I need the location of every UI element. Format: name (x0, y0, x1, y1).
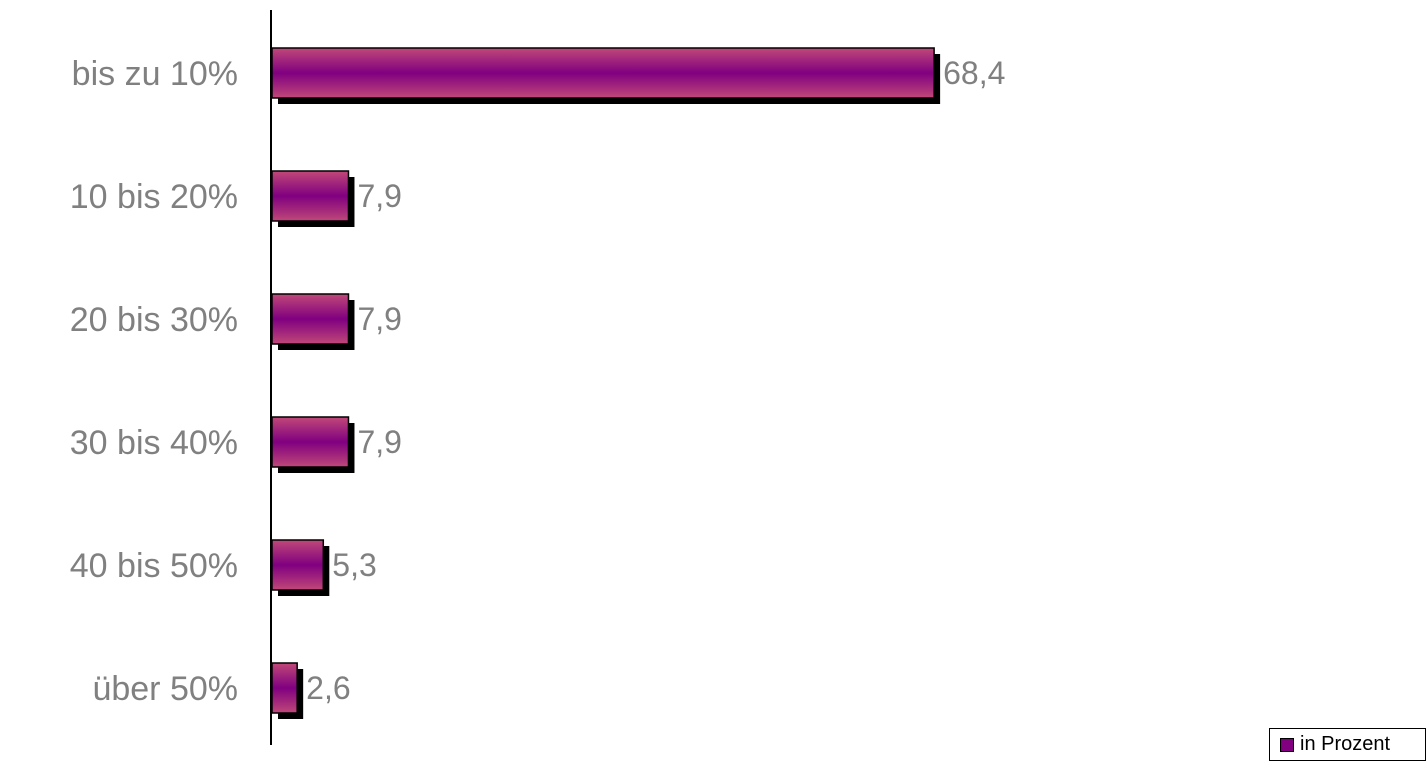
bar (271, 539, 325, 591)
value-label: 7,9 (357, 178, 401, 214)
value-label: 2,6 (306, 670, 350, 706)
value-label: 7,9 (357, 301, 401, 337)
legend: in Prozent (1269, 728, 1426, 761)
category-label: 10 bis 20% (70, 178, 238, 216)
bar (271, 170, 350, 222)
bar (271, 47, 935, 99)
category-label: 40 bis 50% (70, 547, 238, 585)
value-label: 5,3 (332, 547, 376, 583)
value-label: 68,4 (943, 55, 1005, 91)
category-label: bis zu 10% (72, 55, 238, 93)
category-label: 20 bis 30% (70, 301, 238, 339)
legend-label: in Prozent (1300, 733, 1391, 755)
category-label: 30 bis 40% (70, 424, 238, 462)
bar (271, 293, 350, 345)
bar (271, 416, 350, 468)
category-label: über 50% (92, 670, 238, 708)
value-label: 7,9 (357, 424, 401, 460)
legend-swatch (1280, 737, 1294, 752)
bar (271, 662, 298, 714)
